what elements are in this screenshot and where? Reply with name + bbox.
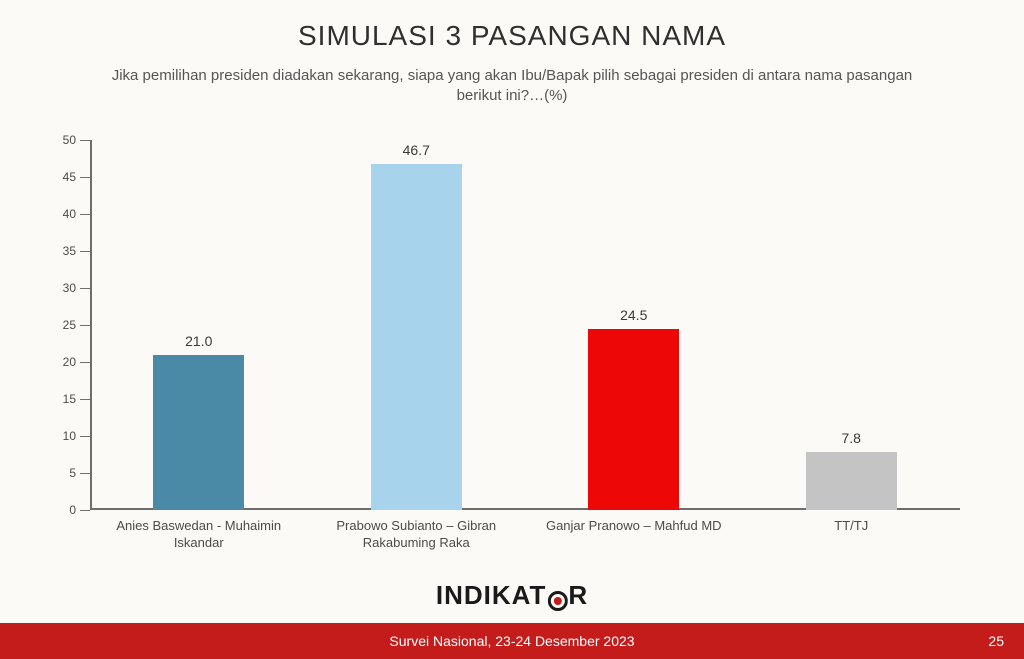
y-tick-label: 50	[63, 133, 90, 147]
slide: SIMULASI 3 PASANGAN NAMA Jika pemilihan …	[0, 0, 1024, 659]
y-tick-label: 10	[63, 429, 90, 443]
footer-bar: Survei Nasional, 23-24 Desember 2023 25	[0, 623, 1024, 659]
bar-value-label: 46.7	[403, 142, 430, 158]
y-tick-label: 25	[63, 318, 90, 332]
y-tick-label: 45	[63, 170, 90, 184]
logo-text-right: R	[568, 580, 588, 611]
slide-subtitle: Jika pemilihan presiden diadakan sekaran…	[102, 66, 922, 107]
logo-o-icon	[547, 587, 567, 607]
bar: 24.5	[588, 329, 679, 510]
y-tick-label: 40	[63, 207, 90, 221]
slide-title: SIMULASI 3 PASANGAN NAMA	[0, 0, 1024, 52]
bar-value-label: 24.5	[620, 307, 647, 323]
y-tick-label: 15	[63, 392, 90, 406]
footer-text: Survei Nasional, 23-24 Desember 2023	[389, 633, 634, 649]
bar-value-label: 7.8	[842, 430, 861, 446]
y-tick-label: 20	[63, 355, 90, 369]
logo-text-left: INDIKAT	[436, 580, 547, 611]
y-tick-label: 5	[69, 466, 90, 480]
x-category-label: Ganjar Pranowo – Mahfud MD	[530, 510, 737, 535]
x-category-label: Anies Baswedan - Muhaimin Iskandar	[95, 510, 302, 552]
x-category-label: Prabowo Subianto – Gibran Rakabuming Rak…	[313, 510, 520, 552]
bar-value-label: 21.0	[185, 333, 212, 349]
y-tick-label: 35	[63, 244, 90, 258]
y-tick-label: 30	[63, 281, 90, 295]
y-tick-label: 0	[69, 503, 90, 517]
page-number: 25	[988, 623, 1004, 659]
bar: 7.8	[806, 452, 897, 510]
bar-chart: 0510152025303540455021.0Anies Baswedan -…	[42, 140, 982, 570]
indikator-logo: INDIKAT R	[436, 580, 588, 611]
y-axis	[90, 140, 92, 510]
x-category-label: TT/TJ	[748, 510, 955, 535]
bar: 21.0	[153, 355, 244, 510]
bar: 46.7	[371, 164, 462, 510]
